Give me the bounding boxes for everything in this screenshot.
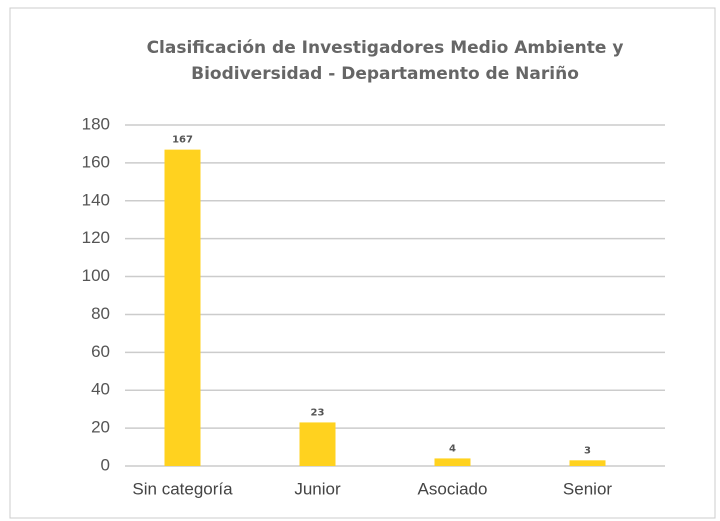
y-tick-label: 40 — [91, 380, 110, 399]
data-label: 167 — [172, 135, 193, 146]
bar — [569, 460, 606, 466]
y-tick-label: 80 — [91, 304, 110, 323]
data-label: 4 — [449, 443, 456, 454]
y-tick-label: 60 — [91, 342, 110, 361]
x-tick-label: Junior — [294, 479, 341, 498]
bar — [164, 149, 201, 466]
y-tick-label: 120 — [82, 228, 110, 247]
data-label: 3 — [584, 445, 591, 456]
x-tick-label: Sin categoría — [132, 479, 233, 498]
data-label: 23 — [311, 407, 325, 418]
y-tick-label: 0 — [101, 455, 110, 474]
y-tick-label: 100 — [82, 266, 110, 285]
y-tick-label: 180 — [82, 114, 110, 133]
x-tick-label: Asociado — [418, 479, 488, 498]
x-tick-label: Senior — [563, 479, 612, 498]
chart-title: Clasificación de Investigadores Medio Am… — [147, 38, 624, 84]
chart-frame — [9, 7, 716, 519]
bar — [434, 458, 471, 466]
y-tick-label: 160 — [82, 152, 110, 171]
bar — [299, 422, 336, 466]
y-tick-label: 20 — [91, 418, 110, 437]
title-line: Biodiversidad - Departamento de Nariño — [191, 64, 579, 84]
y-tick-label: 140 — [82, 190, 110, 209]
title-line: Clasificación de Investigadores Medio Am… — [147, 38, 624, 58]
